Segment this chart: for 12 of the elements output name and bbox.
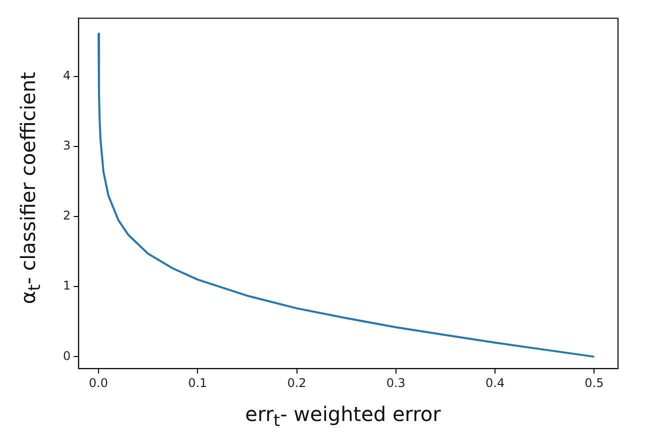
x-tick-label: 0.3 xyxy=(386,376,406,390)
x-axis-title: err$_{t}$- weighted error xyxy=(244,402,442,430)
y-tick-label: 3 xyxy=(62,138,71,153)
x-tick-label: 0.0 xyxy=(88,376,108,390)
y-tick-label: 2 xyxy=(62,208,71,223)
x-tick-label: 0.2 xyxy=(287,376,306,390)
y-tick-label: 0 xyxy=(62,348,71,363)
x-tick-label: 0.5 xyxy=(584,376,604,390)
x-tick-label: 0.1 xyxy=(188,376,208,390)
y-tick-label: 1 xyxy=(62,278,71,293)
y-tick-label: 4 xyxy=(62,68,71,82)
x-tick-label: 0.4 xyxy=(486,376,505,390)
